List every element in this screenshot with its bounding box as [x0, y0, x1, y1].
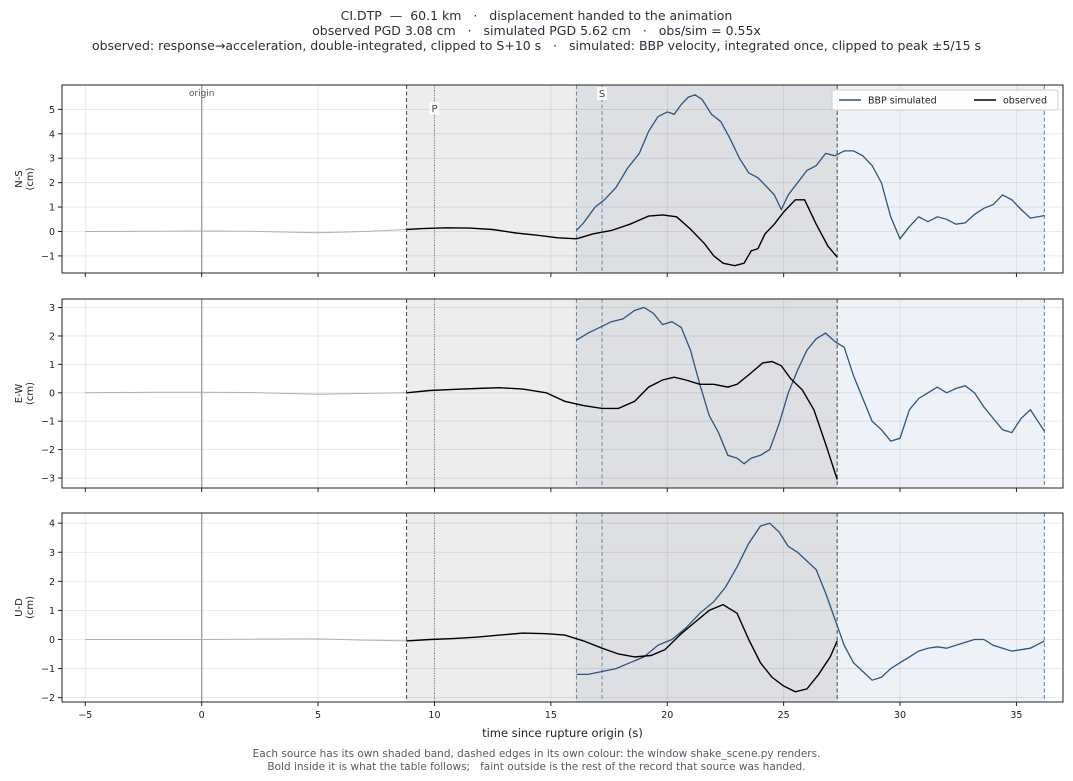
panel-3: −2 −1 0 1 2 3 4 U-D(cm) −5 0 5 10 15 20 25 30 35 time sin…	[14, 512, 1064, 740]
title-line-1: CI.DTP — 60.1 km · displacement handed t…	[340, 8, 733, 23]
y-tick-label: 3	[49, 548, 55, 559]
y-axis-label-line: N-S	[14, 170, 25, 187]
y-tick-label: −2	[41, 445, 55, 456]
panel-frame	[61, 84, 1064, 274]
simulated-trace	[576, 522, 1045, 681]
y-tick-label: −3	[41, 474, 55, 485]
y-tick-label: −2	[41, 693, 55, 704]
overlap-window-band	[576, 85, 838, 273]
legend-label-observed: observed	[1003, 96, 1047, 107]
overlap-window-band	[576, 299, 838, 488]
x-tick-label: 10	[428, 710, 440, 721]
y-tick-label: 2	[49, 331, 55, 342]
y-tick-label: 3	[49, 303, 55, 314]
observed-trace	[406, 199, 838, 267]
x-tick-label: 25	[778, 710, 790, 721]
origin-label: origin	[189, 89, 215, 99]
y-tick-label: 3	[49, 154, 55, 165]
y-axis-label-line: (cm)	[25, 382, 36, 405]
y-tick-label: −1	[41, 664, 55, 675]
y-tick-label: −1	[41, 417, 55, 428]
legend-frame	[831, 89, 1059, 111]
legend-label-simulated: BBP simulated	[868, 96, 937, 107]
y-tick-label: 1	[49, 606, 55, 617]
x-tick-label: 35	[1010, 710, 1022, 721]
y-tick-label: 2	[49, 178, 55, 189]
x-tick-label: 20	[661, 710, 673, 721]
panel-frame	[61, 512, 1064, 703]
y-axis-label-line: U-D	[14, 598, 25, 617]
caption-line-2: Bold inside it is what the table follows…	[267, 760, 806, 773]
y-axis-label-line: (cm)	[25, 596, 36, 619]
title-line-2: observed PGD 3.08 cm · simulated PGD 5.6…	[312, 23, 761, 38]
marker-label-bg	[429, 102, 440, 115]
x-tick-label: 15	[545, 710, 557, 721]
y-tick-label: 4	[49, 519, 55, 530]
caption-line-1: Each source has its own shaded band, das…	[252, 748, 821, 760]
x-tick-label: 0	[199, 710, 205, 721]
simulated-trace	[576, 94, 1045, 241]
s-arrival-label: S	[599, 89, 605, 100]
y-tick-label: 0	[49, 388, 55, 399]
y-tick-label: 1	[49, 203, 55, 214]
y-tick-label: −1	[41, 251, 55, 262]
y-tick-label: 0	[49, 227, 55, 238]
simulated-trace	[576, 306, 1045, 465]
title-line-3: observed: response→acceleration, double-…	[91, 38, 982, 53]
x-tick-label: 30	[894, 710, 906, 721]
y-tick-label: 2	[49, 577, 55, 588]
observed-trace	[406, 603, 838, 693]
y-axis-label: N-S(cm)	[14, 167, 36, 190]
panel-2: −3 −2 −1 0 1 2 3 E-W(cm)	[14, 298, 1064, 492]
y-axis-label-line: (cm)	[25, 167, 36, 190]
chart-title: CI.DTP — 60.1 km · displacement handed t…	[0, 8, 1073, 53]
marker-label-bg	[597, 87, 608, 100]
legend: BBP simulated observed	[831, 89, 1059, 111]
observed-faint-trace	[85, 229, 407, 234]
y-axis-label: U-D(cm)	[14, 596, 36, 619]
observed-trace	[406, 360, 838, 480]
p-arrival-label: P	[431, 104, 437, 115]
y-tick-label: 5	[49, 105, 55, 116]
y-tick-label: 0	[49, 635, 55, 646]
observed-faint-trace	[85, 391, 407, 395]
y-axis-label-line: E-W	[14, 384, 25, 404]
y-axis-label: E-W(cm)	[14, 382, 36, 405]
x-axis-label: time since rupture origin (s)	[482, 726, 643, 740]
panel-frame	[61, 298, 1064, 489]
y-tick-label: 1	[49, 360, 55, 371]
x-tick-label: −5	[78, 710, 92, 721]
observed-faint-trace	[85, 638, 407, 642]
y-tick-label: 4	[49, 129, 55, 140]
x-tick-label: 5	[315, 710, 321, 721]
panel-1: −1 0 1 2 3 4 5 N-S(cm) origin P S BBP simulated obse…	[14, 84, 1064, 277]
figure-caption: Each source has its own shaded band, das…	[0, 748, 1073, 773]
